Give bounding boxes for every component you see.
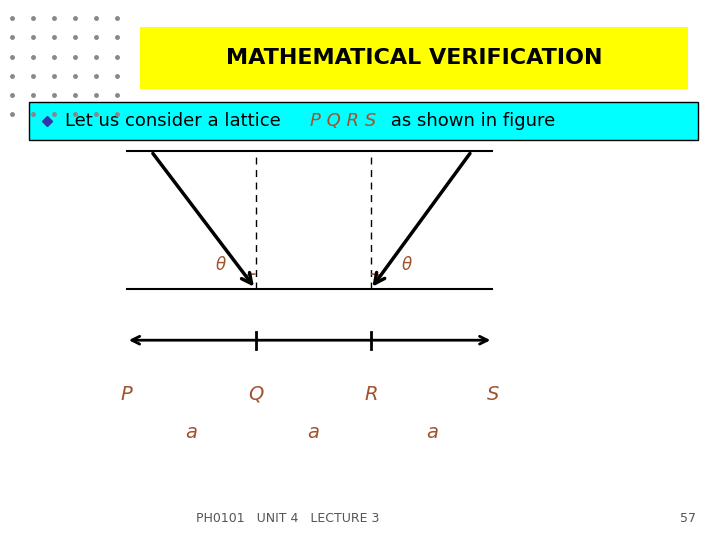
Text: $\theta$: $\theta$ [215,255,227,274]
Text: PH0101   UNIT 4   LECTURE 3: PH0101 UNIT 4 LECTURE 3 [197,512,379,525]
Text: a: a [426,422,438,442]
Text: Let us consider a lattice: Let us consider a lattice [65,112,287,130]
Text: as shown in figure: as shown in figure [385,112,555,130]
Text: S: S [487,384,500,404]
Text: Q: Q [248,384,264,404]
Text: R: R [364,384,377,404]
Text: P: P [120,384,132,404]
FancyBboxPatch shape [29,102,698,140]
FancyBboxPatch shape [140,27,688,89]
Text: MATHEMATICAL VERIFICATION: MATHEMATICAL VERIFICATION [227,48,603,68]
Text: $\theta$: $\theta$ [401,255,413,274]
Text: a: a [185,422,197,442]
Text: a: a [307,422,319,442]
Text: P Q R S: P Q R S [310,112,376,130]
Text: 57: 57 [680,512,696,525]
